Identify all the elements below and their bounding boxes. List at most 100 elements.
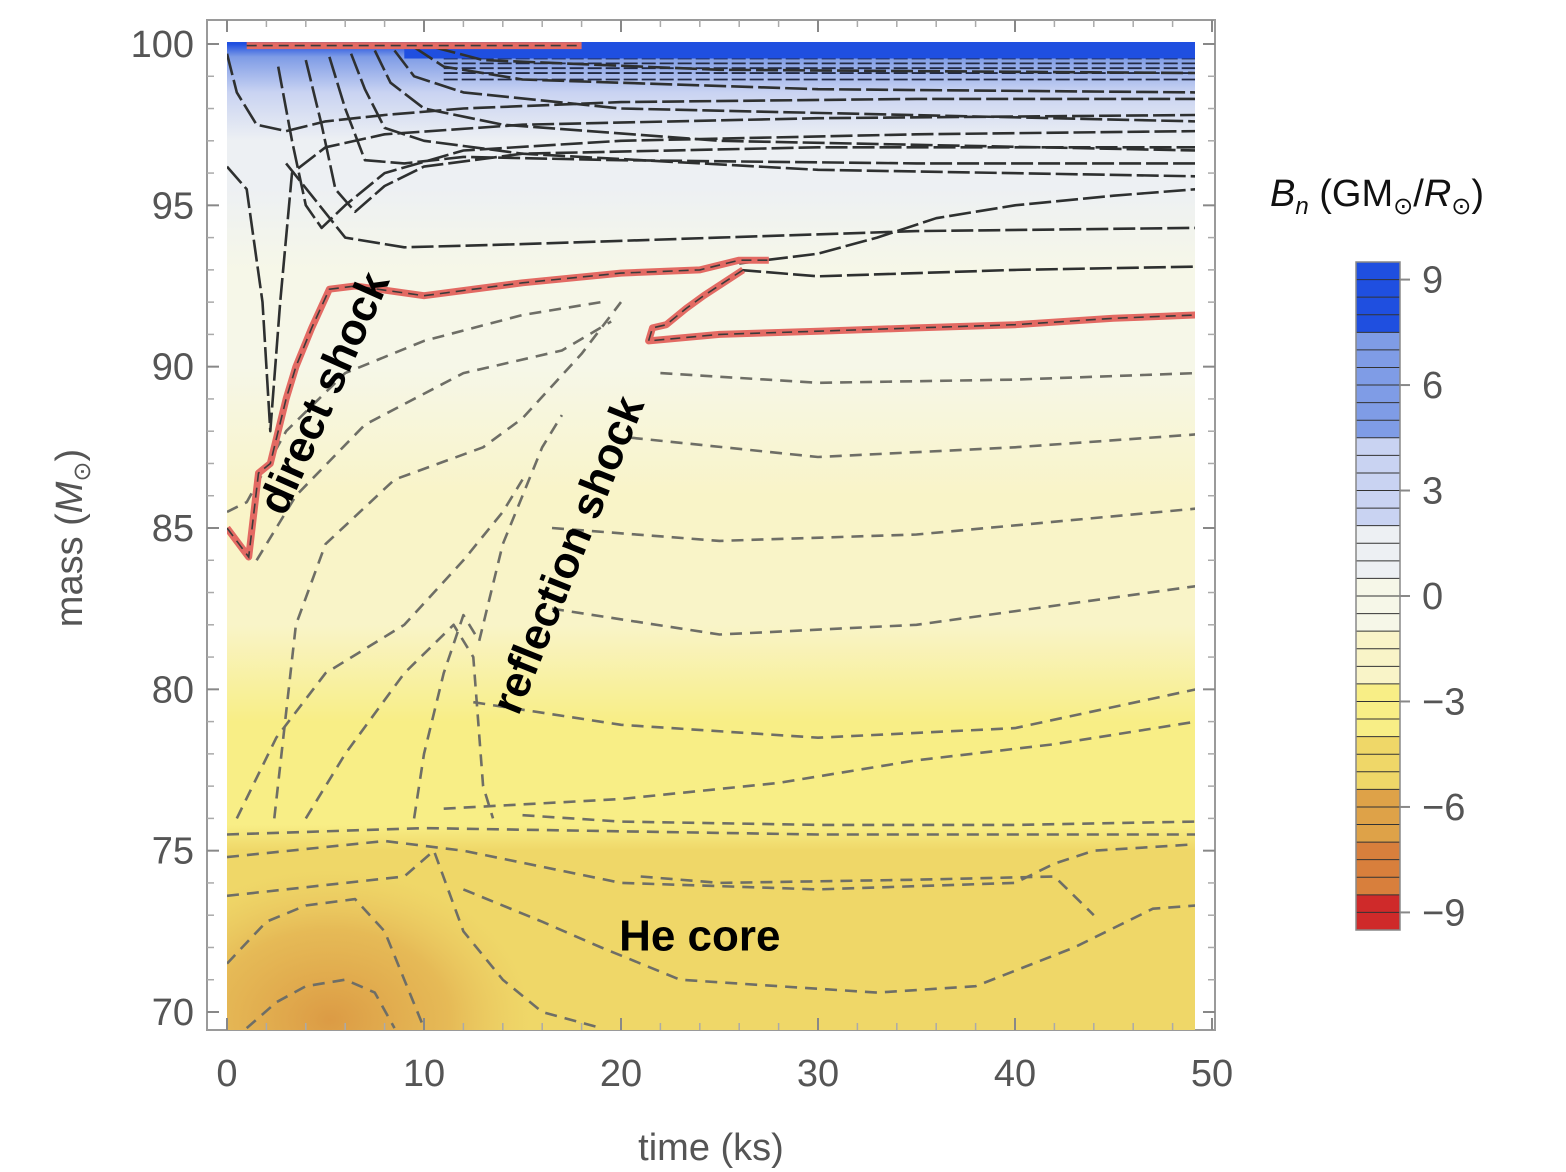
- colorbar-tick-label: −3: [1422, 681, 1465, 723]
- colorbar-band: [1356, 437, 1400, 456]
- negative-contour-line: [227, 897, 426, 1029]
- negative-contour-line: [473, 688, 1195, 739]
- y-axis-title-symbol: M: [49, 481, 91, 513]
- colorbar-band: [1356, 367, 1400, 386]
- negative-contour-line: [273, 301, 623, 819]
- colorbar-title: Bn (GM⊙/R⊙): [1270, 173, 1484, 220]
- colorbar-band: [1356, 859, 1400, 878]
- x-tick-label: 0: [216, 1053, 237, 1095]
- colorbar-title-sun-2: ⊙: [1451, 193, 1471, 220]
- negative-contours: [227, 300, 1195, 1030]
- colorbar-band: [1356, 349, 1400, 368]
- y-tick-label: 100: [131, 24, 194, 66]
- y-tick-label: 95: [152, 185, 194, 227]
- contour-background: [227, 42, 1195, 1030]
- colorbar-bands: [1356, 261, 1400, 931]
- colorbar-title-b: B: [1270, 173, 1295, 215]
- colorbar-band: [1356, 525, 1400, 544]
- colorbar-band: [1356, 912, 1400, 931]
- direct-shock-dash: [227, 259, 769, 560]
- colorbar-band: [1356, 314, 1400, 333]
- negative-contour-line: [227, 826, 1195, 836]
- negative-contour-line: [640, 875, 1095, 917]
- negative-contour-line: [227, 839, 1195, 891]
- colorbar-band: [1356, 631, 1400, 650]
- colorbar-tick-label: 9: [1422, 260, 1443, 302]
- colorbar-band: [1356, 719, 1400, 738]
- negative-contour-line: [235, 478, 524, 819]
- negative-contour-line: [551, 507, 1195, 543]
- colorbar-band: [1356, 877, 1400, 896]
- y-tick-label: 85: [152, 508, 194, 550]
- colorbar-band: [1356, 806, 1400, 826]
- colorbar-band: [1356, 824, 1400, 843]
- positive-contour-line: [739, 187, 1195, 265]
- colorbar-band: [1356, 894, 1400, 913]
- contour-fill: [227, 42, 1195, 1030]
- x-tick-label: 10: [403, 1053, 445, 1095]
- negative-contour-line: [304, 623, 495, 820]
- positive-contour-line: [285, 162, 1195, 249]
- colorbar-band: [1356, 754, 1400, 773]
- axis-ticks: [207, 20, 1215, 1030]
- colorbar-band: [1356, 420, 1400, 439]
- x-axis: 0 10 20 30 40 50: [216, 1053, 1233, 1095]
- colorbar-band: [1356, 560, 1400, 579]
- colorbar-band: [1356, 683, 1400, 702]
- colorbar-band: [1356, 455, 1400, 474]
- colorbar-band: [1356, 402, 1400, 421]
- y-axis-title: mass (M⊙): [49, 449, 96, 627]
- colorbar-band: [1356, 472, 1400, 492]
- y-axis: 70 75 80 85 90 95 100: [131, 24, 194, 1034]
- annotation-He-core: He core: [619, 912, 780, 961]
- x-tick-label: 50: [1191, 1053, 1233, 1095]
- colorbar-band: [1356, 543, 1400, 562]
- positive-contours: [227, 45, 1195, 433]
- colorbar-tick-label: 3: [1422, 471, 1443, 513]
- y-tick-label: 70: [152, 992, 194, 1034]
- negative-contour-line: [227, 300, 602, 514]
- positive-contour-line: [413, 46, 1195, 94]
- negative-contour-line: [660, 371, 1195, 385]
- surface-band: [404, 42, 1195, 59]
- colorbar-band: [1356, 297, 1400, 316]
- y-axis-title-close: ): [49, 449, 91, 462]
- colorbar-title-sub-n: n: [1295, 193, 1308, 220]
- positive-contour-line: [227, 113, 1195, 433]
- y-tick-label: 80: [152, 669, 194, 711]
- colorbar-title-close: ): [1471, 173, 1484, 215]
- colorbar-band: [1356, 490, 1400, 509]
- colorbar-band: [1356, 736, 1400, 755]
- negative-contour-line: [551, 584, 1195, 636]
- colorbar-band: [1356, 332, 1400, 351]
- positive-contour-line: [304, 59, 1195, 214]
- colorbar-band: [1356, 385, 1400, 404]
- shock-fronts: [227, 42, 1195, 561]
- colorbar-band: [1356, 842, 1400, 861]
- colorbar-title-slash: /: [1413, 173, 1424, 215]
- negative-contour-line: [443, 720, 1195, 810]
- positive-contour-line: [393, 49, 1195, 123]
- colorbar-title-sun-1: ⊙: [1393, 193, 1413, 220]
- colorbar-band: [1356, 262, 1400, 281]
- x-tick-label: 40: [994, 1053, 1036, 1095]
- x-tick-label: 30: [797, 1053, 839, 1095]
- colorbar-title-r: R: [1424, 173, 1451, 215]
- core-minimum-region: [227, 870, 530, 1030]
- colorbar-title-gm: (GM: [1309, 173, 1393, 215]
- positive-contour-line: [276, 66, 1195, 230]
- colorbar-band: [1356, 508, 1400, 527]
- colorbar-band: [1356, 648, 1400, 667]
- x-axis-title: time (ks): [638, 1127, 784, 1169]
- positive-contour-line: [227, 53, 1195, 133]
- colorbar-band: [1356, 279, 1400, 298]
- colorbar-band: [1356, 578, 1400, 597]
- colorbar-band: [1356, 613, 1400, 632]
- colorbar-band: [1356, 596, 1400, 615]
- reflection-shock-dash: [647, 269, 1195, 342]
- colorbar-band: [1356, 789, 1400, 808]
- positive-contour-line: [373, 49, 1195, 152]
- colorbar-tick-label: 0: [1422, 576, 1443, 618]
